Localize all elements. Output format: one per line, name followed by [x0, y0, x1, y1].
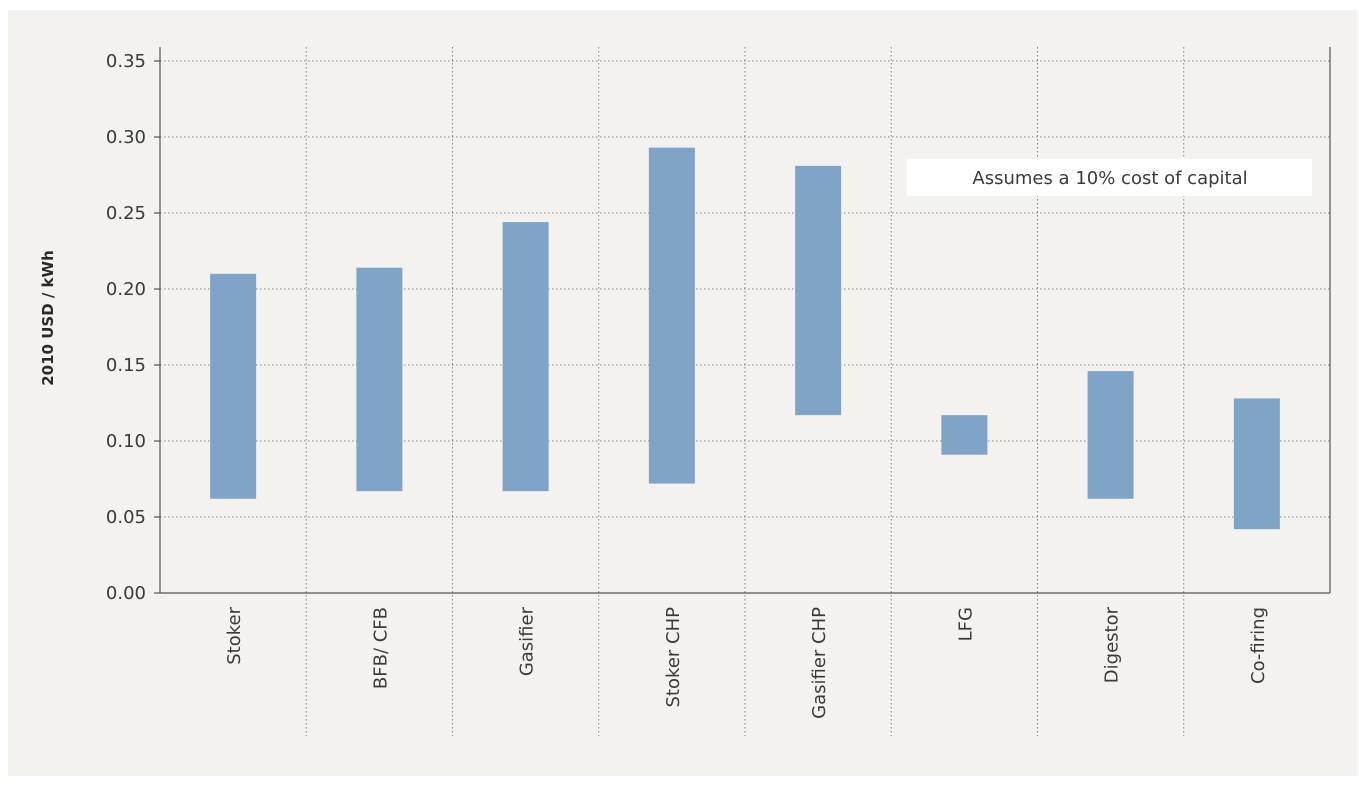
x-category-label: Digestor [1102, 606, 1123, 683]
range-bar [941, 415, 988, 455]
y-tick-label: 0.10 [106, 431, 146, 452]
x-category-label: BFB/ CFB [370, 607, 391, 689]
range-bar [1233, 398, 1280, 530]
y-tick-label: 0.35 [106, 51, 146, 72]
x-category-label: LFG [955, 607, 976, 641]
range-bar [1087, 371, 1134, 499]
axes-layer [159, 47, 1331, 594]
x-category-label: Gasifier [517, 606, 538, 676]
bars-layer [210, 147, 1280, 530]
x-category-label: Stoker [224, 606, 245, 664]
x-category-label: Co-firing [1248, 607, 1269, 684]
y-tick-label: 0.00 [106, 583, 146, 604]
range-bar [210, 273, 257, 499]
grid-layer [154, 47, 1330, 736]
range-bar [795, 165, 842, 416]
annotation-text: Assumes a 10% cost of capital [972, 168, 1247, 189]
annotation-box [907, 159, 1312, 196]
y-tick-label: 0.20 [106, 279, 146, 300]
labels-layer: 0.00 0.05 0.10 0.15 0.20 0.25 0.30 0.35 Stoker BF… [106, 51, 1269, 719]
y-tick-label: 0.25 [106, 203, 146, 224]
range-bar [502, 222, 549, 492]
y-tick-label: 0.05 [106, 507, 146, 528]
y-tick-label: 0.15 [106, 355, 146, 376]
range-bar [356, 267, 403, 492]
y-tick-label: 0.30 [106, 127, 146, 148]
x-category-label: Stoker CHP [663, 607, 684, 708]
x-category-label: Gasifier CHP [809, 607, 830, 719]
range-bar [648, 147, 695, 484]
y-axis-label: 2010 USD / kWh [39, 250, 57, 386]
